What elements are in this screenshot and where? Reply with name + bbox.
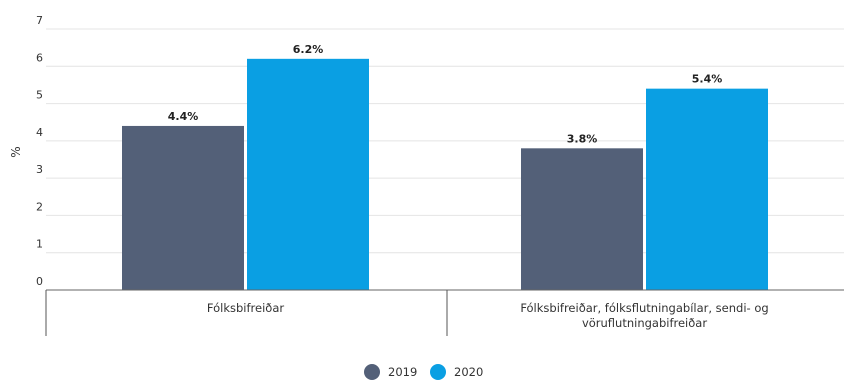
bar-2019-2 xyxy=(521,148,643,290)
legend-swatch-2020 xyxy=(430,364,446,380)
legend-label: 2019 xyxy=(388,365,417,379)
y-axis-label: % xyxy=(9,146,23,157)
y-tick-label: 3 xyxy=(36,163,43,176)
y-tick-label: 7 xyxy=(36,14,43,27)
x-axis: Fólksbifreiðar Fólksbifreiðar, fólksflutn… xyxy=(46,290,844,336)
data-label: 5.4% xyxy=(692,73,723,86)
y-tick-label: 4 xyxy=(36,126,43,139)
y-axis: % 0 1 2 3 4 5 6 7 xyxy=(9,14,43,288)
y-tick-label: 6 xyxy=(36,51,43,64)
bar-2020-1 xyxy=(247,59,369,290)
legend-label: 2020 xyxy=(454,365,483,379)
y-tick-label: 2 xyxy=(36,200,43,213)
legend-swatch-2019 xyxy=(364,364,380,380)
data-label: 4.4% xyxy=(168,110,199,123)
y-tick-label: 5 xyxy=(36,89,43,102)
bar-2020-2 xyxy=(646,89,768,290)
category-label: Fólksbifreiðar xyxy=(207,301,284,315)
data-label: 6.2% xyxy=(293,43,324,56)
data-label: 3.8% xyxy=(567,132,598,145)
category-label: Fólksbifreiðar, fólksflutningabílar, sen… xyxy=(520,301,768,315)
legend: 2019 2020 xyxy=(364,364,483,380)
bar-2019-1 xyxy=(122,126,244,290)
category-label: vöruflutningabifreiðar xyxy=(582,316,707,330)
y-tick-label: 0 xyxy=(36,275,43,288)
y-tick-label: 1 xyxy=(36,238,43,251)
